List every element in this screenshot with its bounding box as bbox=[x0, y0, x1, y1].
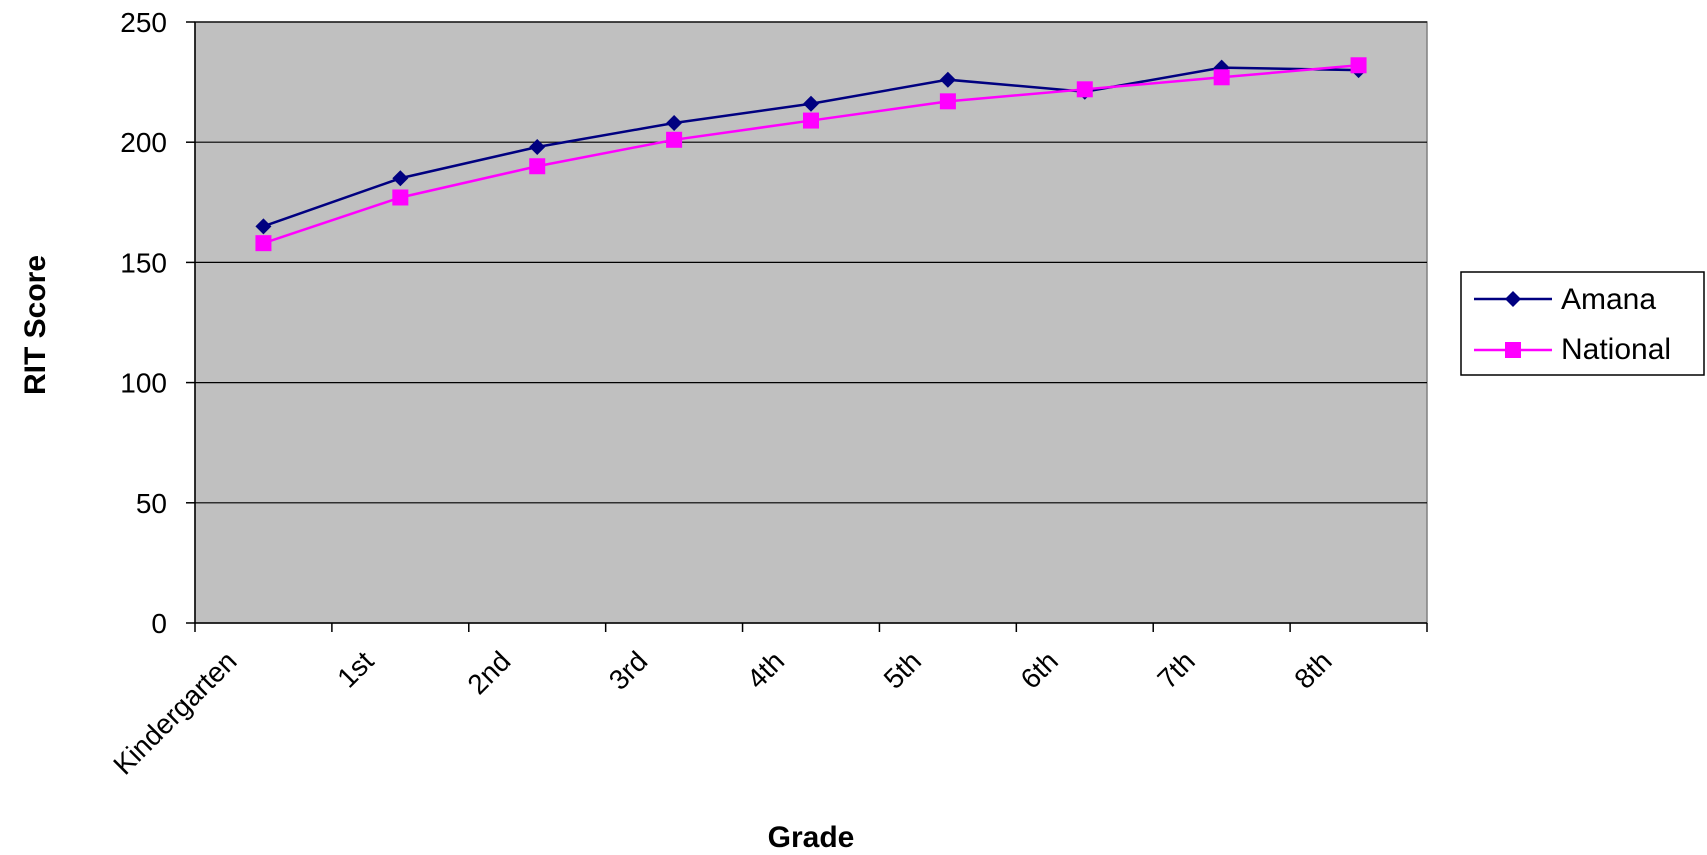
y-axis-ticks: 0 50 100 150 200 250 bbox=[120, 7, 195, 639]
data-point-national-3 bbox=[666, 131, 683, 148]
gridlines bbox=[195, 21, 1427, 504]
data-point-amana-2 bbox=[529, 139, 546, 156]
y-tick-label-0: 0 bbox=[151, 608, 167, 639]
y-axis-title: RIT Score bbox=[19, 255, 52, 395]
data-point-amana-5 bbox=[939, 71, 956, 88]
x-tick-label-4th: 4th bbox=[741, 645, 790, 694]
data-point-amana-4 bbox=[803, 95, 819, 112]
x-tick-label-3rd: 3rd bbox=[603, 645, 654, 696]
x-tick-label-1st: 1st bbox=[331, 645, 379, 693]
x-tick-label-5th: 5th bbox=[878, 645, 927, 694]
legend-national-label: National bbox=[1561, 333, 1671, 366]
x-axis-title: Grade bbox=[768, 821, 855, 854]
y-tick-label-250: 250 bbox=[120, 7, 167, 38]
legend-amana-marker bbox=[1505, 291, 1521, 307]
legend: Amana National bbox=[1460, 271, 1705, 376]
x-tick-label-8th: 8th bbox=[1288, 645, 1337, 694]
plot-area bbox=[194, 21, 1428, 624]
data-point-national-2 bbox=[529, 158, 546, 175]
data-point-national-7 bbox=[1213, 69, 1230, 86]
x-axis-ticks: Kindergarten 1st 2nd 3rd 4th 5th 6th 7th 8th bbox=[107, 623, 1428, 781]
x-tick-label-7th: 7th bbox=[1151, 645, 1200, 694]
data-point-national-4 bbox=[803, 112, 819, 129]
data-point-amana-0 bbox=[255, 218, 272, 235]
data-point-national-8 bbox=[1350, 57, 1367, 74]
legend-box bbox=[1460, 271, 1705, 376]
data-point-national-0 bbox=[255, 235, 272, 252]
legend-national-marker bbox=[1505, 342, 1521, 358]
y-tick-label-50: 50 bbox=[136, 488, 167, 519]
data-point-amana-3 bbox=[666, 114, 683, 131]
y-tick-label-150: 150 bbox=[120, 247, 167, 278]
x-tick-label-2nd: 2nd bbox=[462, 645, 517, 700]
series-group bbox=[255, 57, 1367, 252]
data-point-national-5 bbox=[939, 93, 956, 110]
data-point-amana-1 bbox=[392, 170, 409, 187]
legend-amana-label: Amana bbox=[1561, 283, 1656, 316]
axes bbox=[194, 22, 1427, 624]
data-point-national-1 bbox=[392, 189, 409, 206]
y-tick-label-200: 200 bbox=[120, 127, 167, 158]
x-tick-label-kindergarten: Kindergarten bbox=[107, 645, 242, 780]
x-tick-label-6th: 6th bbox=[1015, 645, 1064, 694]
data-point-national-6 bbox=[1076, 81, 1093, 98]
y-tick-label-100: 100 bbox=[120, 368, 167, 399]
